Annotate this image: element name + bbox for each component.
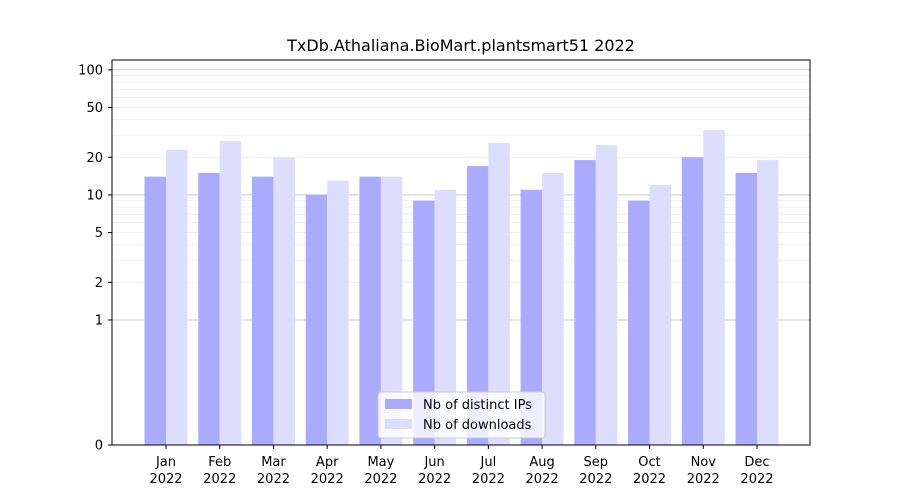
y-tick-label: 50 <box>86 101 103 116</box>
y-tick-label: 10 <box>86 188 103 203</box>
plot-frame <box>111 59 811 446</box>
x-tick-label-year: 2022 <box>257 472 290 487</box>
chart-title: TxDb.Athaliana.BioMart.plantsmart51 2022 <box>286 36 635 55</box>
y-tick-label: 0 <box>95 439 103 454</box>
legend-label: Nb of distinct IPs <box>423 398 532 413</box>
bar-distinct-ips <box>574 160 596 445</box>
x-tick-label-year: 2022 <box>687 472 720 487</box>
x-tick-label-year: 2022 <box>149 472 182 487</box>
bar-downloads <box>649 185 672 445</box>
bar-distinct-ips <box>305 194 328 445</box>
legend-box <box>377 391 546 439</box>
bar-downloads <box>219 140 242 445</box>
bar-downloads <box>327 180 349 445</box>
axes: 0 1 2 5 10 20 50 100 Jan 2022 Feb 2022 Mar 2022 Apr 202… <box>78 59 811 487</box>
y-tick-label: 2 <box>95 276 103 291</box>
y-tick-label: 1 <box>95 313 103 328</box>
x-tick-label-month: Jan <box>155 455 176 470</box>
bar-downloads <box>166 149 188 446</box>
bar-distinct-ips <box>735 172 757 445</box>
x-tick-label-year: 2022 <box>418 472 451 487</box>
legend-swatch <box>385 399 412 409</box>
x-tick-label-year: 2022 <box>633 472 666 487</box>
bar-distinct-ips <box>198 172 220 445</box>
bar-downloads <box>488 143 510 445</box>
x-tick-label-year: 2022 <box>203 472 236 487</box>
x-tick-label-year: 2022 <box>526 472 559 487</box>
x-tick-label-month: Oct <box>638 455 660 470</box>
bar-distinct-ips <box>359 176 381 445</box>
y-tick-label: 100 <box>78 63 103 78</box>
x-tick-label-year: 2022 <box>364 472 397 487</box>
x-tick-label-year: 2022 <box>579 472 612 487</box>
x-tick-label-month: Aug <box>529 455 554 470</box>
bar-distinct-ips <box>628 200 650 445</box>
legend: Nb of distinct IPs Nb of downloads <box>377 391 546 439</box>
x-tick-label-year: 2022 <box>311 472 344 487</box>
bar-downloads <box>434 189 457 445</box>
bars <box>144 130 779 446</box>
x-tick-label-month: May <box>367 455 394 470</box>
legend-swatch <box>385 419 412 429</box>
bar-downloads <box>703 130 725 445</box>
bar-distinct-ips <box>466 166 489 445</box>
x-tick-label-month: Nov <box>691 455 717 470</box>
bar-downloads <box>380 176 403 445</box>
bar-distinct-ips <box>413 200 435 445</box>
x-tick-label-year: 2022 <box>472 472 505 487</box>
x-tick-label-year: 2022 <box>740 472 773 487</box>
bar-downloads <box>273 157 295 445</box>
bar-downloads <box>542 172 564 445</box>
legend-label: Nb of downloads <box>423 418 532 433</box>
x-tick-label-month: Jul <box>480 455 497 470</box>
x-tick-label-month: Feb <box>208 455 231 470</box>
y-tick-label: 5 <box>95 226 103 241</box>
x-tick-label-month: Apr <box>316 455 339 470</box>
bar-distinct-ips <box>520 189 543 445</box>
x-tick-label-month: Sep <box>584 455 609 470</box>
bar-downloads <box>757 160 779 445</box>
bar-distinct-ips <box>251 176 274 445</box>
y-tick-label: 20 <box>86 151 103 166</box>
bar-distinct-ips <box>144 176 166 445</box>
x-tick-label-month: Dec <box>744 455 769 470</box>
x-tick-label-month: Jun <box>423 455 444 470</box>
bar-downloads <box>595 145 618 445</box>
x-tick-label-month: Mar <box>261 455 286 470</box>
bar-distinct-ips <box>681 157 704 445</box>
